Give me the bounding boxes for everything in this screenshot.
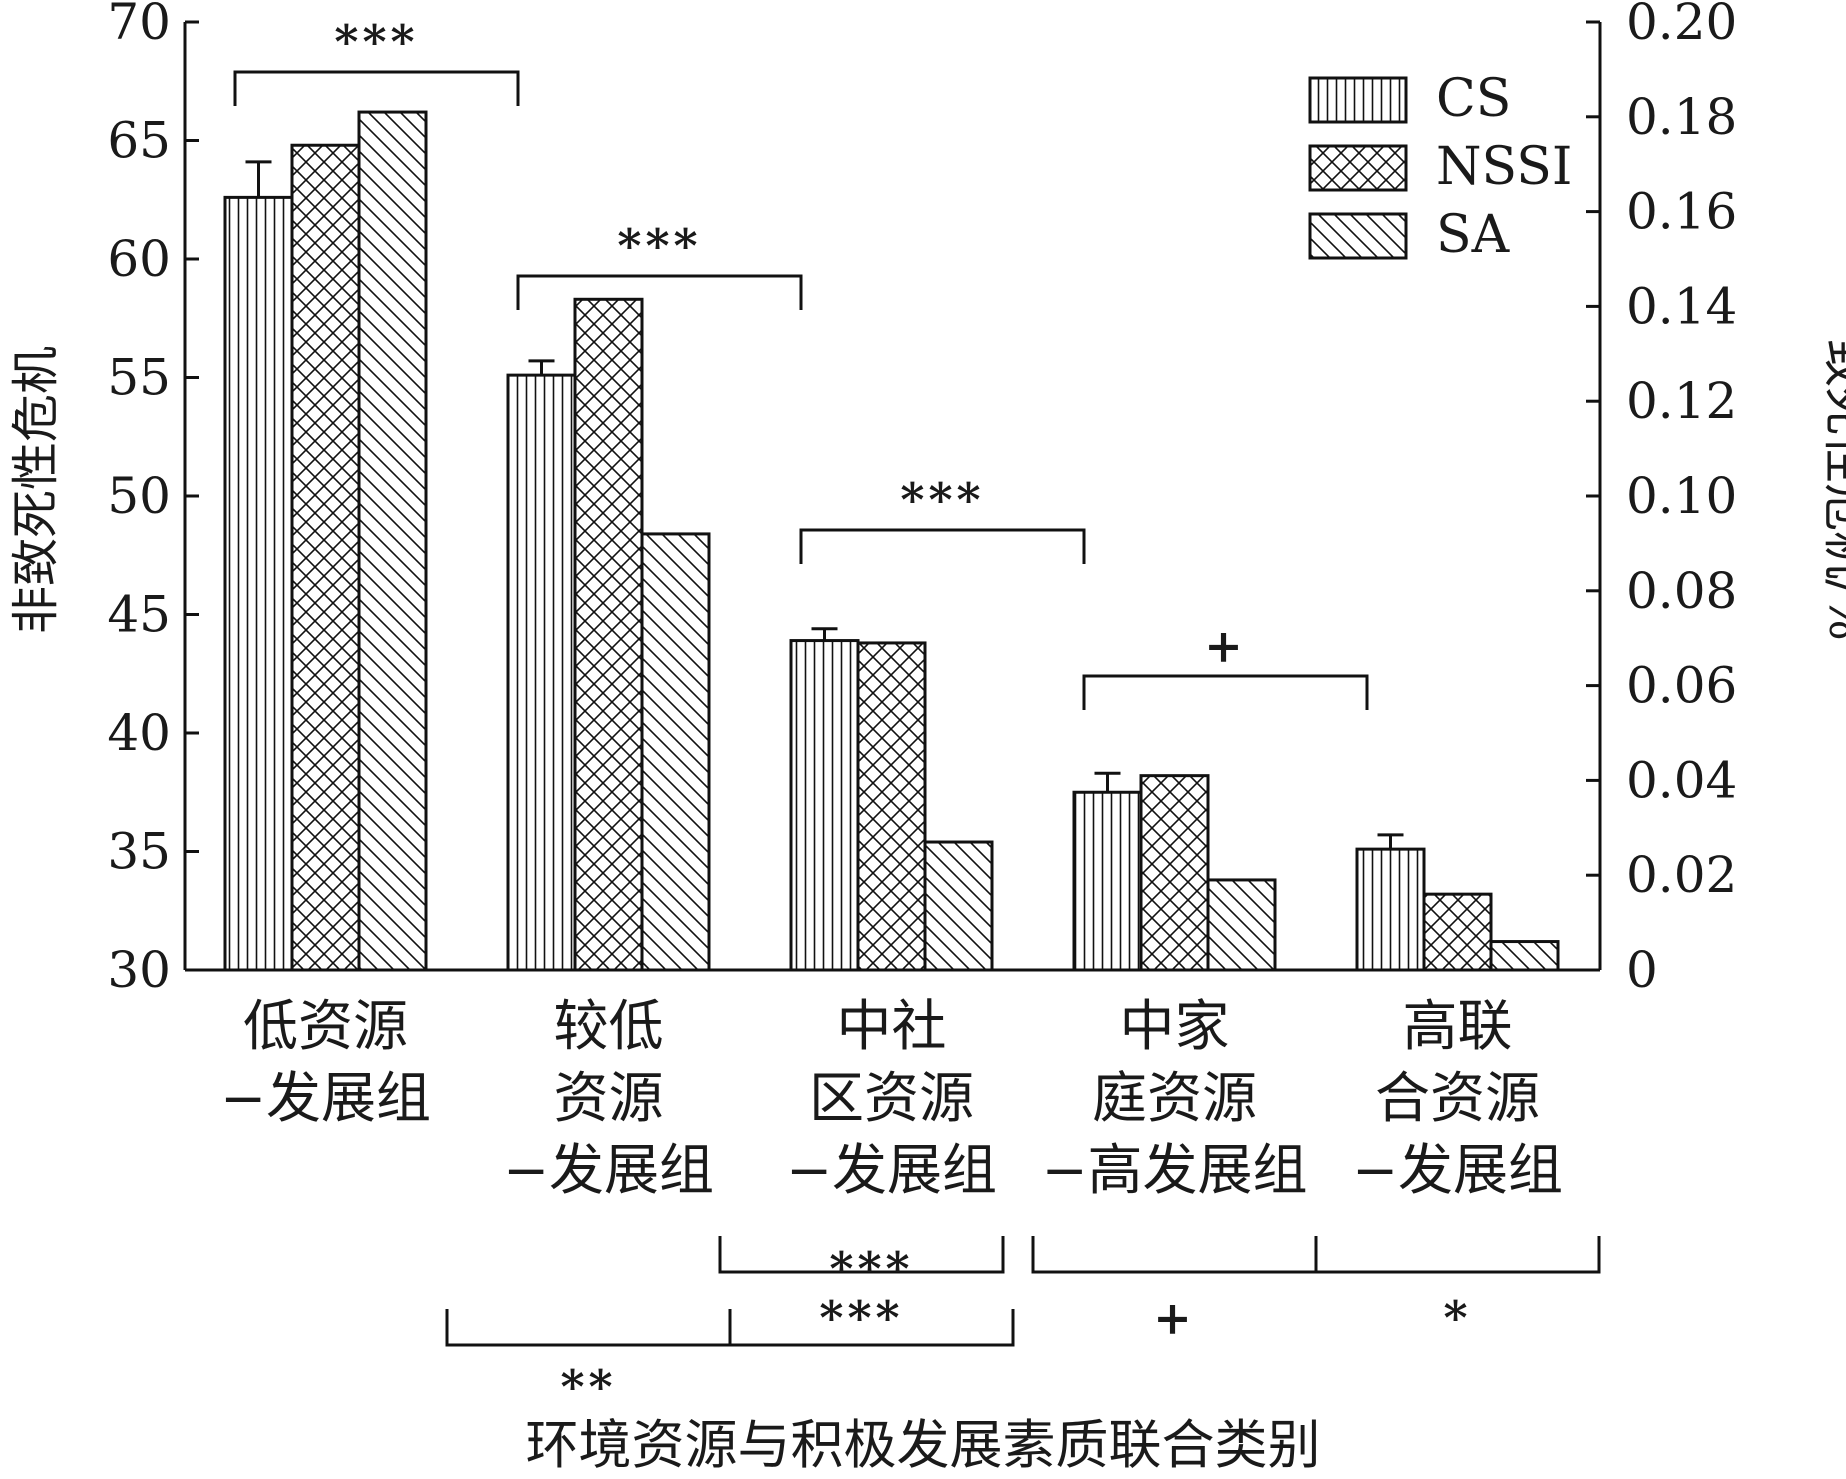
y-right-tick-label-3: 0.06 xyxy=(1626,657,1737,715)
category-label-1-line-2: −发展组 xyxy=(503,1138,714,1202)
y-left-tick-label-8: 70 xyxy=(107,0,171,51)
bar-sa-4 xyxy=(1489,940,1560,972)
bar-nssi-0 xyxy=(290,143,361,972)
significance-bracket-lower-1 xyxy=(1031,1236,1318,1274)
y-right-tick-label-9: 0.18 xyxy=(1626,88,1737,146)
y-left-tick-label-6: 60 xyxy=(107,230,171,288)
y-right-tick-label-8: 0.16 xyxy=(1626,183,1737,241)
category-label-4-line-2: −发展组 xyxy=(1352,1138,1563,1202)
bar-nssi-1 xyxy=(573,297,644,972)
x-axis-title: 环境资源与积极发展素质联合类别 xyxy=(526,1415,1321,1476)
significance-bracket-top-1 xyxy=(516,274,803,310)
bar-sa-0 xyxy=(357,110,428,972)
y-left-tick-label-1: 35 xyxy=(107,823,171,881)
bar-cs-3 xyxy=(1072,790,1143,972)
bar-cs-4 xyxy=(1355,847,1426,972)
legend-swatch-cs xyxy=(1308,76,1408,124)
significance-bracket-lower-0 xyxy=(718,1236,1005,1274)
bar-sa-1 xyxy=(640,532,711,972)
y-left-tick-label-0: 30 xyxy=(107,941,171,999)
category-label-2-line-2: −发展组 xyxy=(786,1138,997,1202)
category-label-3-line-2: −高发展组 xyxy=(1041,1138,1307,1202)
y-right-tick-label-10: 0.20 xyxy=(1626,0,1737,51)
category-label-1-line-0: 较低 xyxy=(553,994,663,1058)
legend-label-cs: CS xyxy=(1436,69,1511,129)
bar-sa-2 xyxy=(923,840,994,972)
significance-label-top-1: *** xyxy=(617,219,701,273)
significance-bracket-lower-2 xyxy=(1314,1236,1601,1274)
y-left-tick-label-4: 50 xyxy=(107,467,171,525)
y-left-tick-label-2: 40 xyxy=(107,704,171,762)
significance-label-lower-2: * xyxy=(1443,1291,1471,1345)
significance-bracket-top-3 xyxy=(1082,674,1369,710)
y-right-tick-label-1: 0.02 xyxy=(1626,846,1737,904)
category-label-1-line-1: 资源 xyxy=(553,1066,663,1130)
y-right-tick-label-7: 0.14 xyxy=(1626,277,1737,335)
category-label-0-line-0: 低资源 xyxy=(243,994,408,1058)
significance-bracket-bottom-0 xyxy=(445,1309,732,1347)
bar-cs-0 xyxy=(223,195,294,972)
y-right-tick-label-4: 0.08 xyxy=(1626,562,1737,620)
significance-bracket-bottom-1 xyxy=(728,1309,1015,1347)
bar-cs-2 xyxy=(789,639,860,972)
legend-label-sa: SA xyxy=(1436,205,1511,265)
y-right-tick-label-2: 0.04 xyxy=(1626,751,1737,809)
category-label-3-line-0: 中家 xyxy=(1119,994,1229,1058)
category-label-2-line-0: 中社 xyxy=(836,994,946,1058)
category-label-4-line-1: 合资源 xyxy=(1375,1066,1540,1130)
legend-swatch-sa xyxy=(1308,212,1408,260)
y-right-tick-label-0: 0 xyxy=(1626,941,1658,999)
legend-swatch-nssi xyxy=(1308,144,1408,192)
bar-nssi-3 xyxy=(1139,774,1210,972)
category-label-0-line-1: −发展组 xyxy=(220,1066,431,1130)
significance-bracket-top-2 xyxy=(799,528,1086,564)
category-label-2-line-1: 区资源 xyxy=(809,1066,974,1130)
significance-label-lower-1: + xyxy=(1153,1291,1196,1345)
significance-label-top-3: + xyxy=(1204,619,1247,673)
y-left-tick-label-5: 55 xyxy=(107,349,171,407)
category-label-4-line-0: 高联 xyxy=(1402,994,1512,1058)
significance-label-top-2: *** xyxy=(900,473,984,527)
bar-nssi-4 xyxy=(1422,892,1493,972)
category-label-3-line-1: 庭资源 xyxy=(1092,1066,1257,1130)
y-right-tick-label-5: 0.10 xyxy=(1626,467,1737,525)
y-right-tick-label-6: 0.12 xyxy=(1626,372,1737,430)
y-left-tick-label-7: 65 xyxy=(107,112,171,170)
legend-label-nssi: NSSI xyxy=(1436,137,1572,197)
significance-label-lower-0: *** xyxy=(819,1291,903,1345)
bar-nssi-2 xyxy=(856,641,927,972)
bar-cs-1 xyxy=(506,373,577,972)
significance-label-top-0: *** xyxy=(334,15,418,69)
y-left-tick-label-3: 45 xyxy=(107,586,171,644)
bar-sa-3 xyxy=(1206,878,1277,972)
y-axis-title-right: 致死性危机/% xyxy=(1818,339,1846,641)
significance-label-bottom-0: ** xyxy=(560,1360,616,1414)
significance-bracket-top-0 xyxy=(233,70,520,106)
significance-label-bottom-1: *** xyxy=(829,1242,913,1296)
y-axis-title-left: 非致死性危机 xyxy=(8,346,64,634)
